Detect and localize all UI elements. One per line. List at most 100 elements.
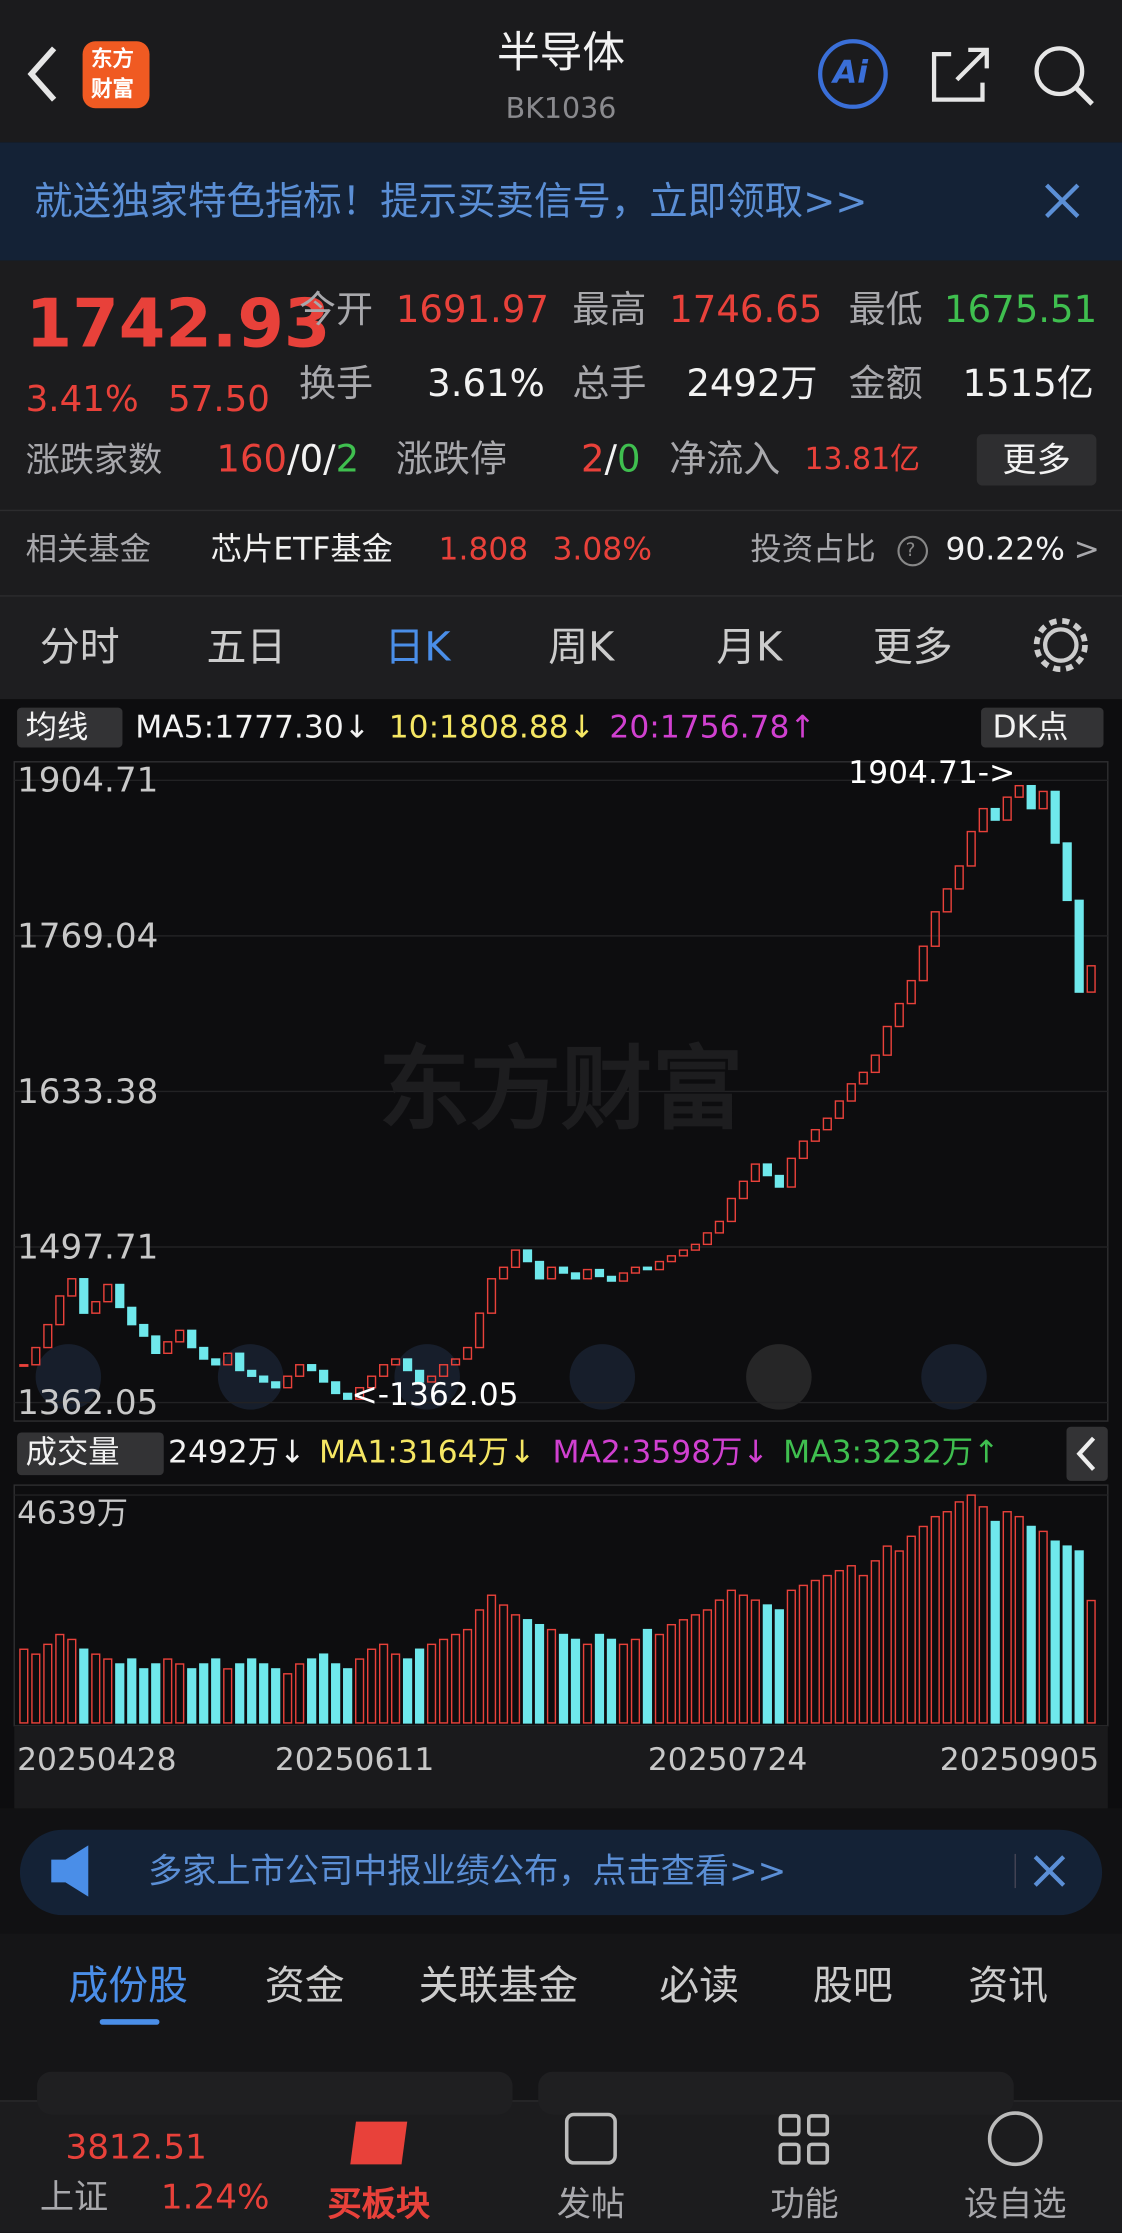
- stat-label: 总手: [572, 363, 647, 406]
- candle: [618, 1272, 629, 1282]
- candle: [91, 1300, 101, 1314]
- function-icon[interactable]: [778, 2114, 830, 2165]
- candle: [1038, 790, 1048, 810]
- nav-label[interactable]: 发帖: [556, 2184, 626, 2225]
- help-icon[interactable]: [897, 535, 929, 567]
- candle: [79, 1278, 89, 1314]
- volume-bar: [1038, 1530, 1048, 1724]
- change-pct: 3.41%: [25, 378, 139, 420]
- index-pct: 1.24%: [160, 2177, 270, 2218]
- volume-bar: [810, 1579, 820, 1724]
- volume-bar: [990, 1520, 1000, 1724]
- volume-bar: [426, 1643, 437, 1724]
- prev-button[interactable]: [569, 1344, 636, 1410]
- share-icon[interactable]: [931, 47, 989, 102]
- index-value[interactable]: 3812.51: [65, 2127, 207, 2168]
- volume-bar: [1086, 1599, 1096, 1724]
- period-tab[interactable]: 更多: [872, 623, 953, 671]
- period-tab[interactable]: 五日: [206, 623, 287, 671]
- candle: [810, 1128, 820, 1142]
- section-tab-active[interactable]: 成份股: [68, 1962, 188, 2010]
- banner-text[interactable]: 就送独家特色指标！提示买卖信号，立即领取>>: [34, 180, 868, 225]
- volume-bar: [486, 1594, 497, 1724]
- post-icon[interactable]: [564, 2112, 617, 2165]
- candle: [163, 1341, 173, 1355]
- settings-icon[interactable]: [1043, 627, 1079, 663]
- volume-bar: [1050, 1540, 1060, 1724]
- section-tab[interactable]: 股吧: [813, 1962, 893, 2010]
- volume-bar: [774, 1609, 784, 1724]
- section-tab[interactable]: 资金: [264, 1962, 345, 2010]
- volume-bar: [918, 1525, 928, 1724]
- candle: [151, 1335, 161, 1355]
- volume-legend: MA3:3232万↑: [783, 1435, 1000, 1471]
- ai-icon[interactable]: [818, 39, 888, 109]
- period-tab[interactable]: 周K: [548, 623, 615, 671]
- news-pill[interactable]: [19, 1829, 1103, 1916]
- volume-bar: [19, 1648, 29, 1724]
- candle: [19, 1364, 29, 1367]
- volume-bar: [1062, 1545, 1072, 1724]
- ma-selector[interactable]: [17, 707, 123, 748]
- y-tick-label: 1769.04: [17, 916, 158, 956]
- nav-label[interactable]: 设自选: [963, 2184, 1067, 2225]
- section-tab[interactable]: 资讯: [968, 1962, 1049, 2010]
- period-tab[interactable]: 月K: [716, 623, 783, 671]
- volume-label[interactable]: 成交量: [25, 1435, 120, 1471]
- candle: [211, 1358, 221, 1366]
- fund-name[interactable]: 芯片ETF基金: [210, 532, 393, 569]
- promo-banner[interactable]: [0, 142, 1122, 261]
- down-count: 2: [335, 438, 360, 482]
- section-tab[interactable]: 关联基金: [418, 1962, 579, 2010]
- ma-label[interactable]: 均线: [25, 710, 89, 747]
- candle: [846, 1083, 856, 1102]
- period-tab[interactable]: 分时: [39, 623, 120, 671]
- sep: /: [604, 438, 617, 482]
- next-button[interactable]: [746, 1344, 812, 1410]
- volume-bar: [187, 1668, 197, 1724]
- watchlist-icon[interactable]: [987, 2111, 1043, 2167]
- candle: [714, 1220, 725, 1234]
- volume-bar: [942, 1511, 952, 1724]
- dk-label[interactable]: DK点: [992, 710, 1069, 747]
- collapse-icon: [1076, 1436, 1096, 1471]
- candle: [43, 1323, 53, 1349]
- volume-selector[interactable]: [17, 1432, 164, 1476]
- candle: [666, 1255, 677, 1263]
- code: BK1036: [505, 91, 617, 126]
- ratio-arrow[interactable]: >: [1073, 532, 1100, 569]
- nav-label[interactable]: 买板块: [327, 2184, 431, 2225]
- candle: [199, 1346, 209, 1360]
- search-icon[interactable]: [1034, 46, 1085, 97]
- ratio: 90.22%: [945, 532, 1065, 569]
- news-close[interactable]: [1033, 1855, 1066, 1887]
- banner-close[interactable]: [1045, 183, 1080, 218]
- period-tab-active[interactable]: 日K: [384, 623, 451, 671]
- more-button[interactable]: [976, 434, 1097, 486]
- news-text[interactable]: 多家上市公司中报业绩公布，点击查看>>: [148, 1851, 787, 1891]
- section-tab[interactable]: 必读: [659, 1962, 740, 2010]
- fullscreen-button[interactable]: [921, 1344, 987, 1410]
- zoom-out[interactable]: [35, 1344, 102, 1410]
- volume-bar: [618, 1643, 629, 1724]
- collapse-button[interactable]: [1066, 1426, 1108, 1481]
- candle: [67, 1278, 77, 1297]
- breadth-label: 涨跌家数: [25, 439, 163, 480]
- nav-label[interactable]: 功能: [770, 2184, 839, 2225]
- megaphone-icon: [51, 1845, 89, 1897]
- buy-icon[interactable]: [350, 2121, 408, 2165]
- stat-label: 最高: [572, 289, 647, 332]
- more-label[interactable]: 更多: [1002, 439, 1071, 480]
- candle: [942, 888, 952, 913]
- candle: [115, 1283, 125, 1309]
- back-icon[interactable]: [27, 46, 57, 102]
- candle: [870, 1054, 880, 1074]
- dk-button[interactable]: [981, 707, 1104, 748]
- volume-bar: [462, 1628, 473, 1724]
- candle: [247, 1369, 257, 1377]
- volume-bar: [199, 1663, 209, 1724]
- candle: [570, 1272, 581, 1280]
- candle: [1050, 790, 1060, 844]
